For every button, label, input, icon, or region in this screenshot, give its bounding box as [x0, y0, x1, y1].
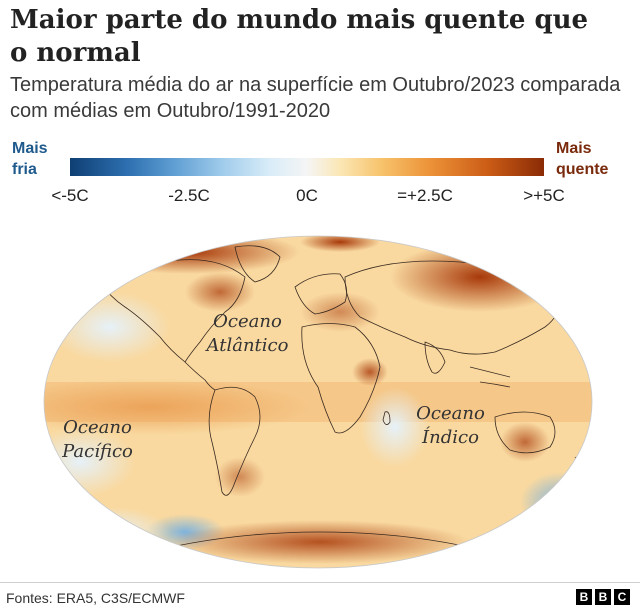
world-temperature-anomaly-map: [43, 235, 593, 569]
colorbar-tick: 0C: [296, 186, 318, 205]
colorbar-tick: >+5C: [523, 186, 565, 205]
footer-divider: [0, 582, 640, 583]
ocean-label-pacific: Oceano Pacífico: [62, 417, 133, 462]
bbc-logo: B B C: [576, 589, 630, 605]
chart-subtitle: Temperatura média do ar na superfície em…: [10, 74, 621, 122]
legend-cold-label: Mais fria: [12, 138, 62, 180]
bbc-logo-letter: B: [576, 589, 592, 605]
legend-warm-text: Mais quente: [556, 140, 609, 178]
ocean-label-indian: Oceano Índico: [416, 403, 485, 448]
bbc-logo-letter: B: [595, 589, 611, 605]
ocean-label-atlantic: Oceano Atlântico: [206, 311, 289, 356]
colorbar-tick: -2.5C: [168, 186, 210, 205]
bbc-logo-letter: C: [614, 589, 630, 605]
source-note: Fontes: ERA5, C3S/ECMWF: [6, 590, 185, 606]
colorbar-tick: <-5C: [51, 186, 89, 205]
chart-title: Maior parte do mundo mais quente que o n…: [10, 5, 589, 68]
legend-cold-text: Mais fria: [12, 140, 48, 178]
legend-warm-label: Mais quente: [556, 138, 626, 180]
colorbar-tick: =+2.5C: [397, 186, 453, 205]
temperature-colorbar: [70, 158, 544, 176]
